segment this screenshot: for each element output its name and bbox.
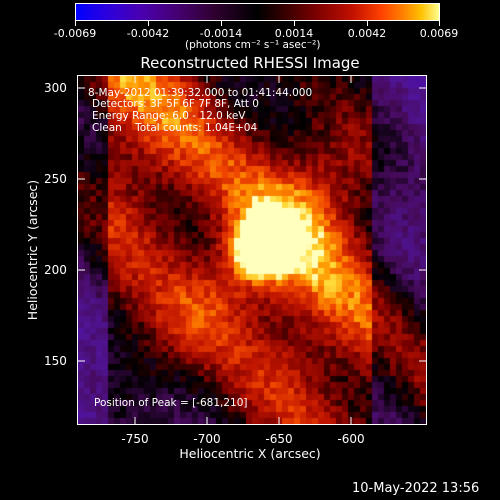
x-tick-label: -700 bbox=[193, 432, 221, 446]
colorbar-tick-label: -0.0069 bbox=[53, 27, 97, 40]
colorbar-tick bbox=[75, 21, 76, 26]
x-tick-label: -650 bbox=[265, 432, 293, 446]
colorbar-tick-label: -0.0042 bbox=[126, 27, 170, 40]
colorbar-tick bbox=[148, 21, 149, 26]
energy-range-text: Energy Range: 6.0 - 12.0 keV bbox=[92, 110, 246, 122]
colorbar-tick bbox=[439, 21, 440, 26]
rhessi-heatmap bbox=[78, 76, 426, 424]
colorbar-tick bbox=[294, 21, 295, 26]
detectors-text: Detectors: 3F 5F 6F 7F 8F, Att 0 bbox=[92, 98, 259, 110]
colorbar-tick bbox=[221, 21, 222, 26]
colorbar-unit-label: (photons cm⁻² s⁻¹ asec⁻²) bbox=[185, 39, 321, 51]
y-axis-label: Heliocentric Y (arcsec) bbox=[25, 179, 40, 321]
x-tick-label: -750 bbox=[121, 432, 149, 446]
peak-position-text: Position of Peak = [-681,210] bbox=[94, 397, 248, 409]
colorbar-tick bbox=[367, 21, 368, 26]
x-tick-label: -600 bbox=[337, 432, 365, 446]
colorbar-tick-label: 0.0042 bbox=[347, 27, 387, 40]
y-tick-label: 200 bbox=[44, 263, 67, 277]
clean-counts-text: Clean Total counts: 1.04E+04 bbox=[92, 122, 258, 134]
colorbar-tick-label: 0.0014 bbox=[274, 27, 314, 40]
x-axis-label: Heliocentric X (arcsec) bbox=[179, 446, 321, 461]
time-range-text: 8-May-2012 01:39:32.000 to 01:41:44.000 bbox=[88, 87, 313, 99]
y-tick-label: 150 bbox=[44, 354, 67, 368]
colorbar-tick-label: -0.0014 bbox=[199, 27, 243, 40]
footer-timestamp: 10-May-2022 13:56 bbox=[352, 481, 480, 496]
y-tick-label: 250 bbox=[44, 172, 67, 186]
colorbar bbox=[75, 3, 440, 21]
colorbar-tick-label: 0.0069 bbox=[419, 27, 459, 40]
plot-title: Reconstructed RHESSI Image bbox=[140, 54, 360, 72]
image-plot bbox=[77, 75, 427, 425]
y-tick-label: 300 bbox=[44, 81, 67, 95]
